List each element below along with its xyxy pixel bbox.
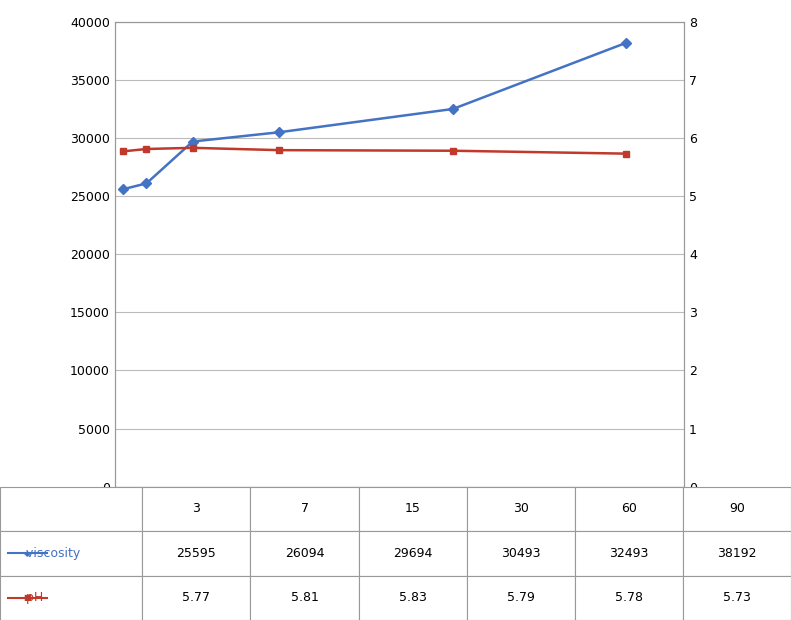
Text: ◆: ◆ [25,549,31,558]
Text: ■: ■ [24,593,32,602]
